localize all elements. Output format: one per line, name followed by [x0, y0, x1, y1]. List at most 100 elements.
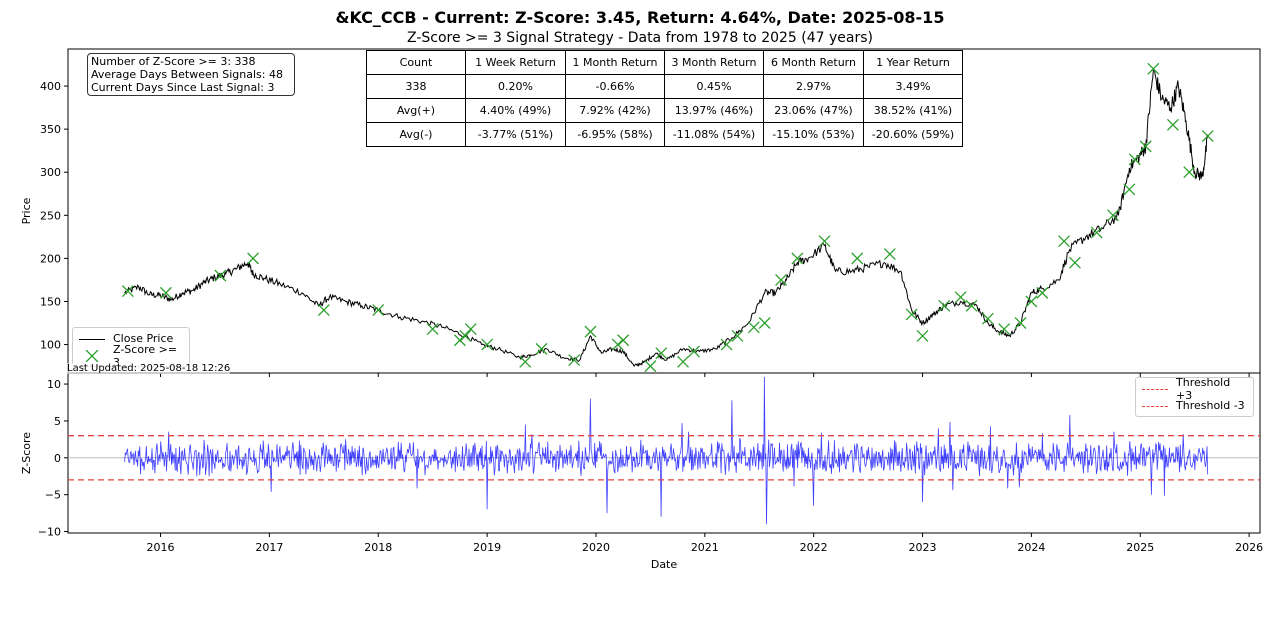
- zscore-signal-marker: [905, 308, 918, 321]
- zscore-signal-marker: [519, 355, 532, 368]
- table-cell: -11.08% (54%): [664, 122, 764, 147]
- table-cell: -0.66%: [565, 74, 665, 99]
- legend-label: Threshold +3: [1176, 375, 1231, 402]
- zscore-signal-marker: [426, 323, 439, 336]
- zscore-signal-marker: [584, 325, 597, 338]
- zscore-signal-marker: [655, 347, 668, 360]
- legend-item-close-price: Close Price: [77, 330, 185, 347]
- stats-line-average: Average Days Between Signals: 48: [91, 68, 283, 81]
- y-tick-label: 300: [40, 166, 61, 179]
- zscore-signal-marker: [1123, 183, 1136, 196]
- x-tick-label: 2024: [1017, 541, 1045, 554]
- zscore-signal-marker: [611, 338, 624, 351]
- zscore-signal-marker: [214, 269, 227, 282]
- stats-line-current: Current Days Since Last Signal: 3: [91, 81, 275, 94]
- zscore-signal-marker: [453, 334, 466, 347]
- zscore-signal-marker: [731, 329, 744, 342]
- table-cell: 338: [366, 74, 466, 99]
- table-row: Avg(+) 4.40% (49%) 7.92% (42%) 13.97% (4…: [366, 98, 963, 123]
- x-tick-label: 2019: [473, 541, 501, 554]
- zscore-legend: Threshold +3 Threshold -3: [1135, 376, 1254, 417]
- dashed-line-icon: [1140, 383, 1170, 395]
- zscore-signal-marker: [317, 304, 330, 317]
- zscore-signal-marker: [247, 252, 260, 265]
- zscore-signal-marker: [464, 323, 477, 336]
- table-header-row: Count 1 Week Return 1 Month Return 3 Mon…: [366, 50, 963, 75]
- y-axis-label: Z-Score: [20, 432, 33, 474]
- chart-subtitle: Z-Score >= 3 Signal Strategy - Data from…: [406, 30, 873, 46]
- zscore-signal-marker: [1036, 286, 1049, 299]
- y-tick-label: −10: [38, 526, 61, 539]
- zscore-signal-marker: [938, 299, 951, 312]
- zscore-signal-marker: [998, 323, 1011, 336]
- legend-item-threshold-plus: Threshold +3: [1140, 376, 1249, 402]
- zscore-signal-marker: [775, 273, 787, 286]
- y-axis-label: Price: [20, 197, 33, 224]
- returns-table: Count 1 Week Return 1 Month Return 3 Mon…: [366, 50, 963, 147]
- x-tick-label: 2018: [364, 541, 392, 554]
- zscore-signal-marker: [883, 248, 896, 261]
- y-tick-label: 10: [47, 378, 61, 391]
- table-header-cell: 6 Month Return: [763, 50, 864, 75]
- x-tick-label: 2021: [691, 541, 719, 554]
- legend-item-zscore-signal: Z-Score >= 3: [77, 343, 185, 369]
- table-header-cell: 1 Week Return: [465, 50, 566, 75]
- x-axis-label: Date: [651, 558, 678, 571]
- zscore-signal-marker: [1068, 256, 1081, 269]
- x-tick-label: 2026: [1235, 541, 1263, 554]
- zscore-signal-marker: [1025, 295, 1038, 308]
- zscore-signal-marker: [758, 317, 771, 329]
- table-cell: -20.60% (59%): [863, 122, 963, 147]
- y-tick-label: 0: [54, 452, 61, 465]
- table-header-cell: Count: [366, 50, 466, 75]
- price-legend: Close Price Z-Score >= 3: [72, 327, 190, 369]
- zscore-signal-marker: [535, 342, 548, 355]
- zscore-signal-marker: [747, 321, 760, 334]
- zscore-signal-marker: [818, 235, 831, 248]
- signal-stats-box: Number of Z-Score >= 3: 338 Average Days…: [87, 53, 295, 96]
- y-tick-label: 100: [40, 339, 61, 352]
- table-header-cell: 1 Month Return: [565, 50, 665, 75]
- zscore-signal-marker: [1183, 166, 1196, 179]
- table-cell: -6.95% (58%): [565, 122, 665, 147]
- x-tick-label: 2020: [582, 541, 610, 554]
- table-cell: 0.20%: [465, 74, 566, 99]
- zscore-signal-marker: [459, 329, 472, 342]
- zscore-signal-marker: [954, 291, 967, 304]
- table-row: 338 0.20% -0.66% 0.45% 2.97% 3.49%: [366, 74, 963, 99]
- table-cell: 3.49%: [863, 74, 963, 99]
- zscore-signal-marker: [791, 252, 804, 265]
- zscore-signal-marker: [121, 285, 134, 298]
- y-tick-label: −5: [45, 489, 61, 502]
- zscore-signal-marker: [568, 354, 581, 367]
- dashed-line-icon: [1140, 400, 1170, 412]
- table-header-cell: 3 Month Return: [664, 50, 764, 75]
- table-cell: 2.97%: [763, 74, 864, 99]
- zscore-signal-marker: [1090, 226, 1103, 239]
- table-cell: -15.10% (53%): [763, 122, 864, 147]
- x-tick-label: 2022: [800, 541, 828, 554]
- zscore-signal-marker: [965, 299, 978, 312]
- line-swatch-icon: [77, 333, 107, 345]
- y-tick-label: 200: [40, 252, 61, 265]
- zscore-signal-marker: [1128, 153, 1141, 166]
- table-cell: 7.92% (42%): [565, 98, 665, 123]
- zscore-signal-marker: [160, 286, 172, 299]
- zscore-signal-marker: [481, 338, 494, 351]
- table-row: Avg(-) -3.77% (51%) -6.95% (58%) -11.08%…: [366, 122, 963, 147]
- x-tick-label: 2025: [1126, 541, 1154, 554]
- y-tick-label: 350: [40, 123, 61, 136]
- zscore-axes: −10 −5 0 5 10 2016 2017 2018 2019 2020 2021 2022 202…: [20, 372, 1263, 571]
- zscore-signal-marker: [1166, 118, 1179, 131]
- zscore-signal-marker: [1107, 209, 1119, 222]
- zscore-signal-marker: [687, 345, 700, 358]
- x-tick-label: 2016: [147, 541, 175, 554]
- legend-label: Threshold -3: [1176, 399, 1245, 412]
- zscore-signal-marker: [981, 312, 994, 325]
- table-cell: 13.97% (46%): [664, 98, 764, 123]
- zscore-signal-marker: [916, 329, 929, 342]
- last-updated-label: Last Updated: 2025-08-18 12:26: [67, 363, 231, 374]
- y-tick-label: 150: [40, 295, 61, 308]
- legend-label: Z-Score >= 3: [113, 342, 178, 369]
